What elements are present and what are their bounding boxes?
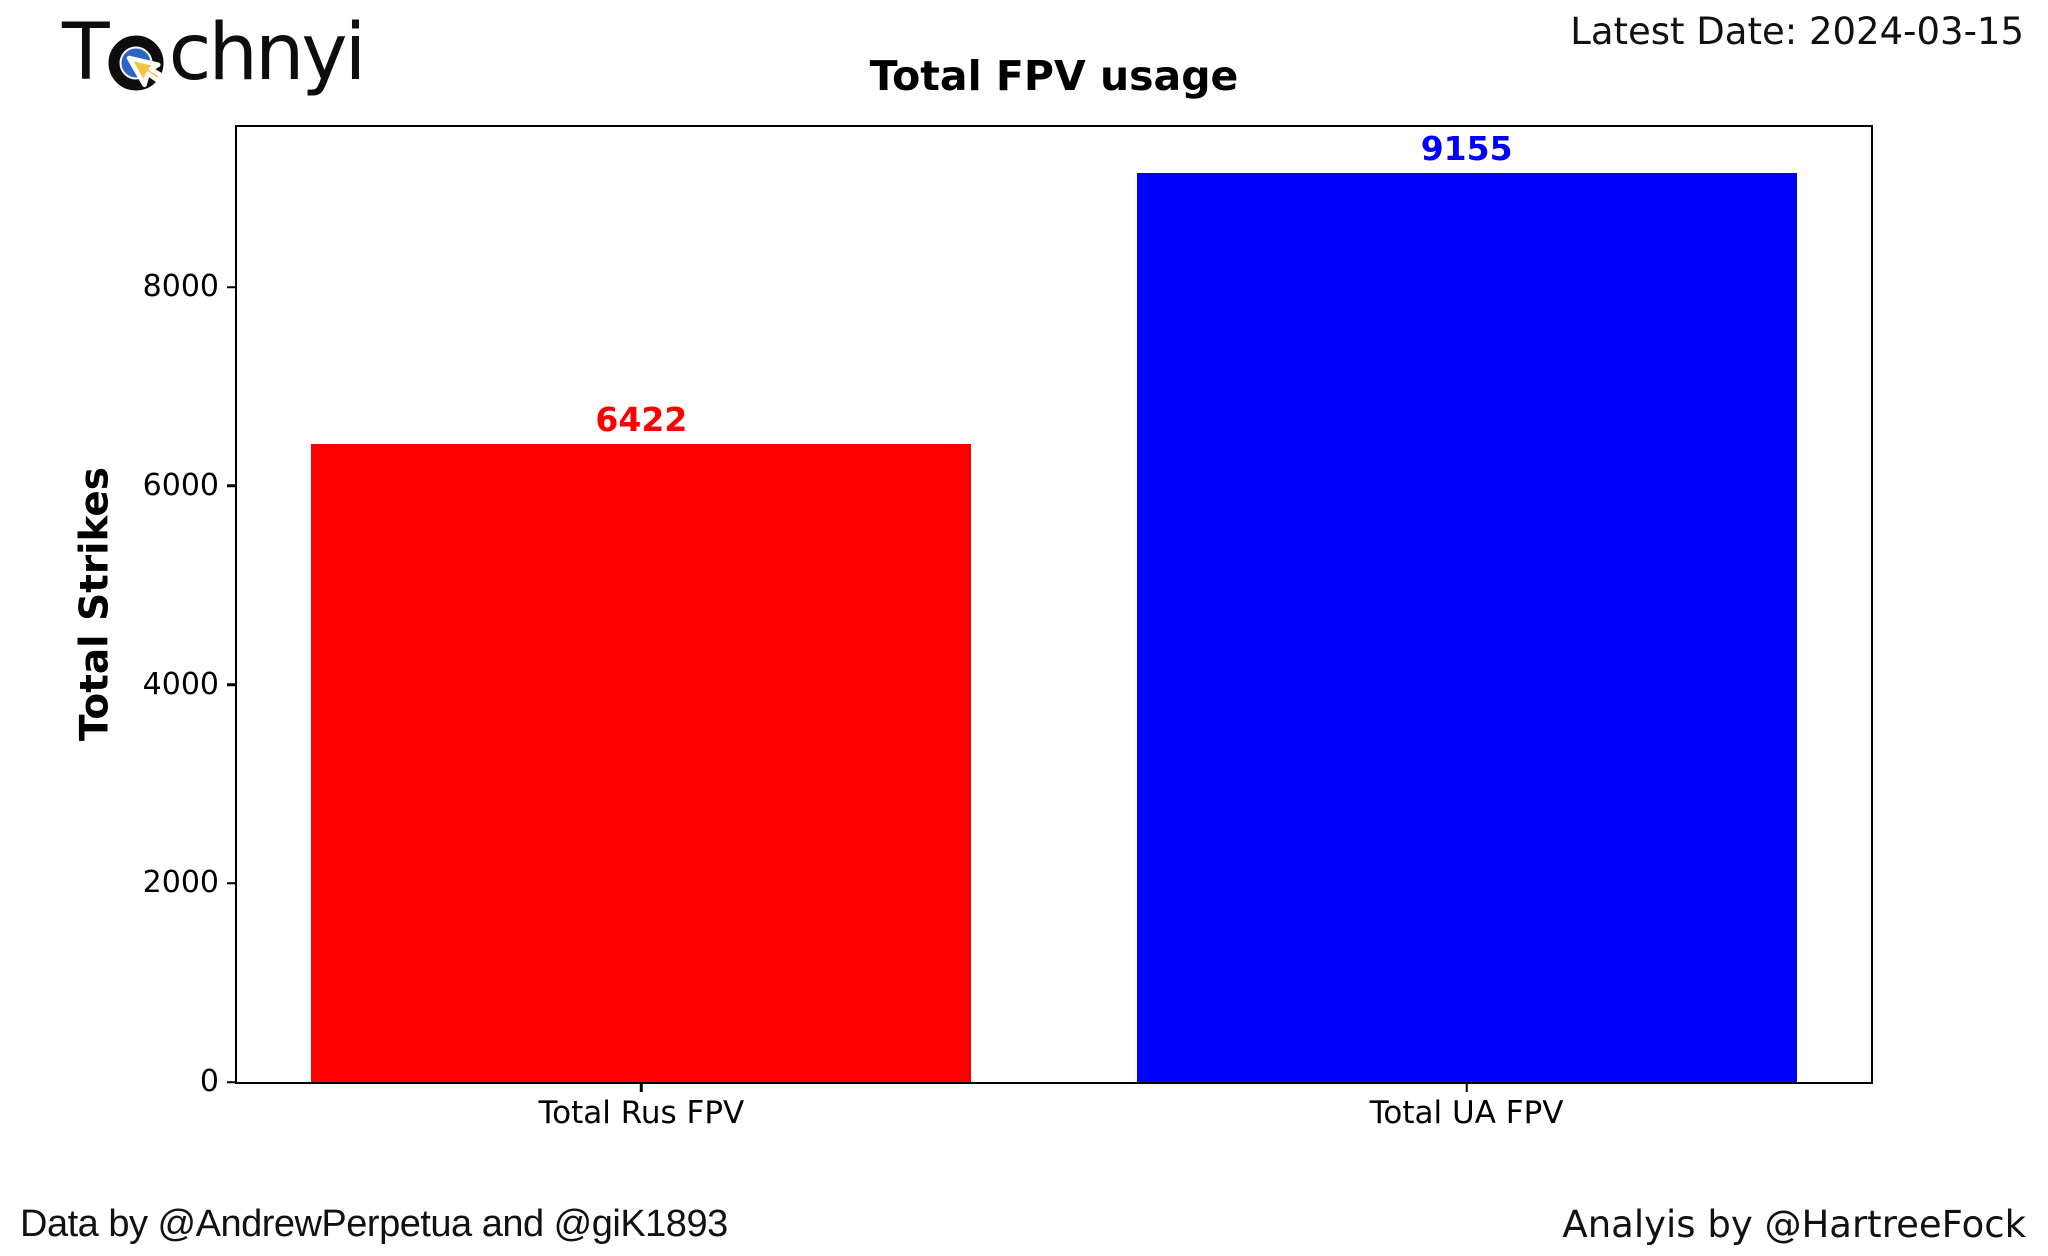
bar-total-rus-fpv: [311, 444, 972, 1082]
y-tick-label: 8000: [142, 269, 219, 305]
bar-value-label: 9155: [1420, 128, 1513, 168]
y-tick-mark: [227, 683, 237, 686]
y-tick-mark: [227, 286, 237, 289]
bar-total-ua-fpv: [1136, 172, 1797, 1082]
logo: T chnyi: [62, 8, 367, 110]
y-tick-label: 0: [199, 1064, 219, 1099]
y-tick-label: 4000: [142, 666, 219, 702]
data-credit: Data by @AndrewPerpetua and @giK1893: [20, 1203, 728, 1245]
y-tick-label: 2000: [142, 865, 219, 901]
analysis-credit: Analyis by @HartreeFock: [1562, 1203, 2026, 1246]
y-axis-title: Total Strikes: [72, 466, 118, 742]
logo-text-suffix: chnyi: [168, 8, 367, 98]
cursor-target-icon: [108, 34, 170, 121]
y-tick-mark: [227, 882, 237, 885]
y-tick-mark: [227, 1080, 237, 1084]
x-category-label: Total UA FPV: [1369, 1095, 1564, 1131]
x-tick-mark: [1465, 1082, 1468, 1092]
latest-date-label: Latest Date: 2024-03-15: [1570, 10, 2024, 53]
chart-title: Total FPV usage: [869, 52, 1239, 100]
x-category-label: Total Rus FPV: [538, 1095, 745, 1131]
y-tick-label: 6000: [142, 467, 219, 503]
plot-area: 6422 9155 0 2000 4000 6000 8000 Total Rus FP…: [143, 125, 1873, 1129]
y-tick-mark: [227, 484, 237, 488]
bar-value-label: 6422: [595, 400, 688, 440]
x-tick-mark: [640, 1082, 643, 1092]
logo-text-prefix: T: [62, 8, 110, 98]
